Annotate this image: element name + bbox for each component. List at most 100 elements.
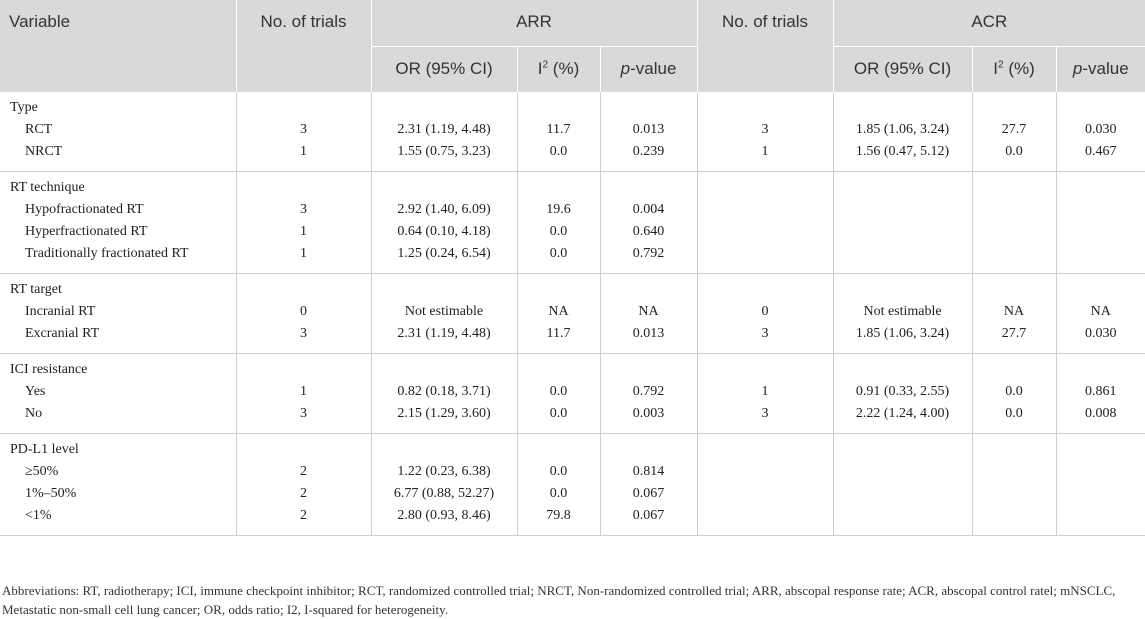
arr-or-cell: 2.92 (1.40, 6.09) 0.64 (0.10, 4.18) 1.25 (… [371, 171, 518, 274]
group-title: ICI resistance [10, 362, 88, 377]
acr-trials-value: 3 [761, 122, 769, 137]
acr-i2-cell [972, 433, 1057, 536]
arr-i2-value: 79.8 [546, 508, 571, 523]
arr-p-cell: 0.792 0.003 [600, 353, 698, 434]
acr-p-value [1057, 505, 1145, 527]
row-label: Incranial RT [25, 304, 96, 319]
group-spacer [834, 439, 972, 461]
acr-p-value: 0.030 [1085, 122, 1117, 137]
arr-p-value: 0.004 [632, 202, 665, 217]
acr-trials-cell [697, 171, 834, 274]
arr-or-value: 1.22 (0.23, 6.38) [397, 464, 491, 479]
group-spacer [518, 97, 600, 119]
table-row-group: Type RCT NRCT 3 1 2.31 (1.19, 4.48) 1.55 (0.75… [0, 92, 1145, 172]
header-variable: Variable [0, 0, 237, 92]
table-footnote: Abbreviations: RT, radiotherapy; ICI, im… [2, 583, 1116, 617]
acr-p-cell: 0.861 0.008 [1056, 353, 1145, 434]
arr-trials-value: 1 [300, 384, 307, 399]
acr-trials-value [698, 199, 833, 221]
header-arr: ARR [371, 0, 698, 47]
acr-trials-value [698, 221, 833, 243]
acr-or-value [834, 221, 972, 243]
arr-i2-value: 0.0 [549, 246, 568, 261]
arr-or-value: 2.31 (1.19, 4.48) [397, 326, 491, 341]
arr-or-value: 2.80 (0.93, 8.46) [397, 508, 491, 523]
arr-trials-value: 2 [300, 486, 307, 501]
row-label: Excranial RT [25, 326, 100, 341]
acr-trials-value: 1 [761, 144, 769, 159]
arr-p-value: 0.067 [632, 508, 665, 523]
group-spacer [237, 439, 371, 461]
row-label: RCT [25, 122, 53, 137]
arr-or-cell: 0.82 (0.18, 3.71) 2.15 (1.29, 3.60) [371, 353, 518, 434]
acr-i2-value: 0.0 [1005, 144, 1023, 159]
acr-p-cell [1056, 433, 1145, 536]
group-spacer [372, 279, 517, 301]
acr-i2-cell: 27.7 0.0 [972, 92, 1057, 172]
acr-i2-cell [972, 171, 1057, 274]
variable-cell: RT technique Hypofractionated RT Hyperfrac… [0, 171, 237, 274]
arr-i2-value: 11.7 [546, 122, 571, 137]
table-row-group: RT technique Hypofractionated RT Hyperfrac… [0, 171, 1145, 274]
variable-cell: Type RCT NRCT [0, 92, 237, 172]
arr-i2-cell: 0.0 0.0 [517, 353, 601, 434]
acr-i2-value: 27.7 [1001, 326, 1027, 341]
acr-p-value: 0.030 [1085, 326, 1117, 341]
arr-i2-value: 0.0 [549, 406, 568, 421]
acr-trials-value: 1 [761, 384, 769, 399]
row-label: <1% [25, 508, 52, 523]
acr-p-cell: NA 0.030 [1056, 273, 1145, 354]
arr-p-value: 0.239 [632, 144, 665, 159]
arr-trials-value: 3 [300, 406, 307, 421]
group-spacer [237, 97, 371, 119]
header-arr-i2: I2 (%) [517, 46, 601, 92]
variable-cell: ICI resistance Yes No [0, 353, 237, 434]
arr-or-value: 1.25 (0.24, 6.54) [397, 246, 491, 261]
acr-p-cell [1056, 171, 1145, 274]
group-spacer [1057, 177, 1145, 199]
group-spacer [698, 279, 833, 301]
group-spacer [1057, 97, 1145, 119]
header-arr-p: p-value [600, 46, 698, 92]
table-header: Variable No. of trials ARR No. of trials… [0, 0, 1145, 92]
table-row-group: ICI resistance Yes No 1 3 0.82 (0.18, 3.71) 2.… [0, 353, 1145, 434]
row-label: Hypofractionated RT [25, 202, 144, 217]
arr-trials-value: 3 [300, 326, 307, 341]
group-spacer [834, 279, 972, 301]
acr-or-value [834, 243, 972, 265]
row-label: Yes [25, 384, 46, 399]
arr-i2-value: 0.0 [549, 224, 568, 239]
arr-p-value: 0.640 [632, 224, 665, 239]
arr-i2-value: 11.7 [546, 326, 571, 341]
arr-trials-value: 2 [300, 464, 307, 479]
arr-i2-value: NA [548, 304, 569, 319]
arr-or-value: Not estimable [404, 304, 484, 319]
variable-cell: RT target Incranial RT Excranial RT [0, 273, 237, 354]
group-spacer [601, 279, 697, 301]
table-row-group: RT target Incranial RT Excranial RT 0 3 Not e… [0, 273, 1145, 354]
header-acr-or: OR (95% CI) [833, 46, 973, 92]
results-table: Variable No. of trials ARR No. of trials… [0, 0, 1145, 536]
acr-trials-value: 0 [761, 304, 769, 319]
group-spacer [698, 359, 833, 381]
arr-p-value: 0.792 [632, 246, 665, 261]
group-spacer [698, 177, 833, 199]
arr-i2-value: 19.6 [546, 202, 571, 217]
arr-or-cell: Not estimable 2.31 (1.19, 4.48) [371, 273, 518, 354]
arr-trials-cell: 2 2 2 [236, 433, 372, 536]
group-title: Type [10, 100, 38, 115]
arr-p-cell: 0.814 0.067 0.067 [600, 433, 698, 536]
acr-p-value [1057, 221, 1145, 243]
acr-p-value: 0.008 [1085, 406, 1117, 421]
acr-trials-value [698, 243, 833, 265]
row-label: 1%–50% [25, 486, 77, 501]
group-spacer [1057, 359, 1145, 381]
arr-or-value: 0.82 (0.18, 3.71) [397, 384, 491, 399]
arr-p-value: 0.814 [632, 464, 665, 479]
group-title: PD-L1 level [10, 442, 79, 457]
acr-trials-value [698, 461, 833, 483]
group-spacer [601, 359, 697, 381]
